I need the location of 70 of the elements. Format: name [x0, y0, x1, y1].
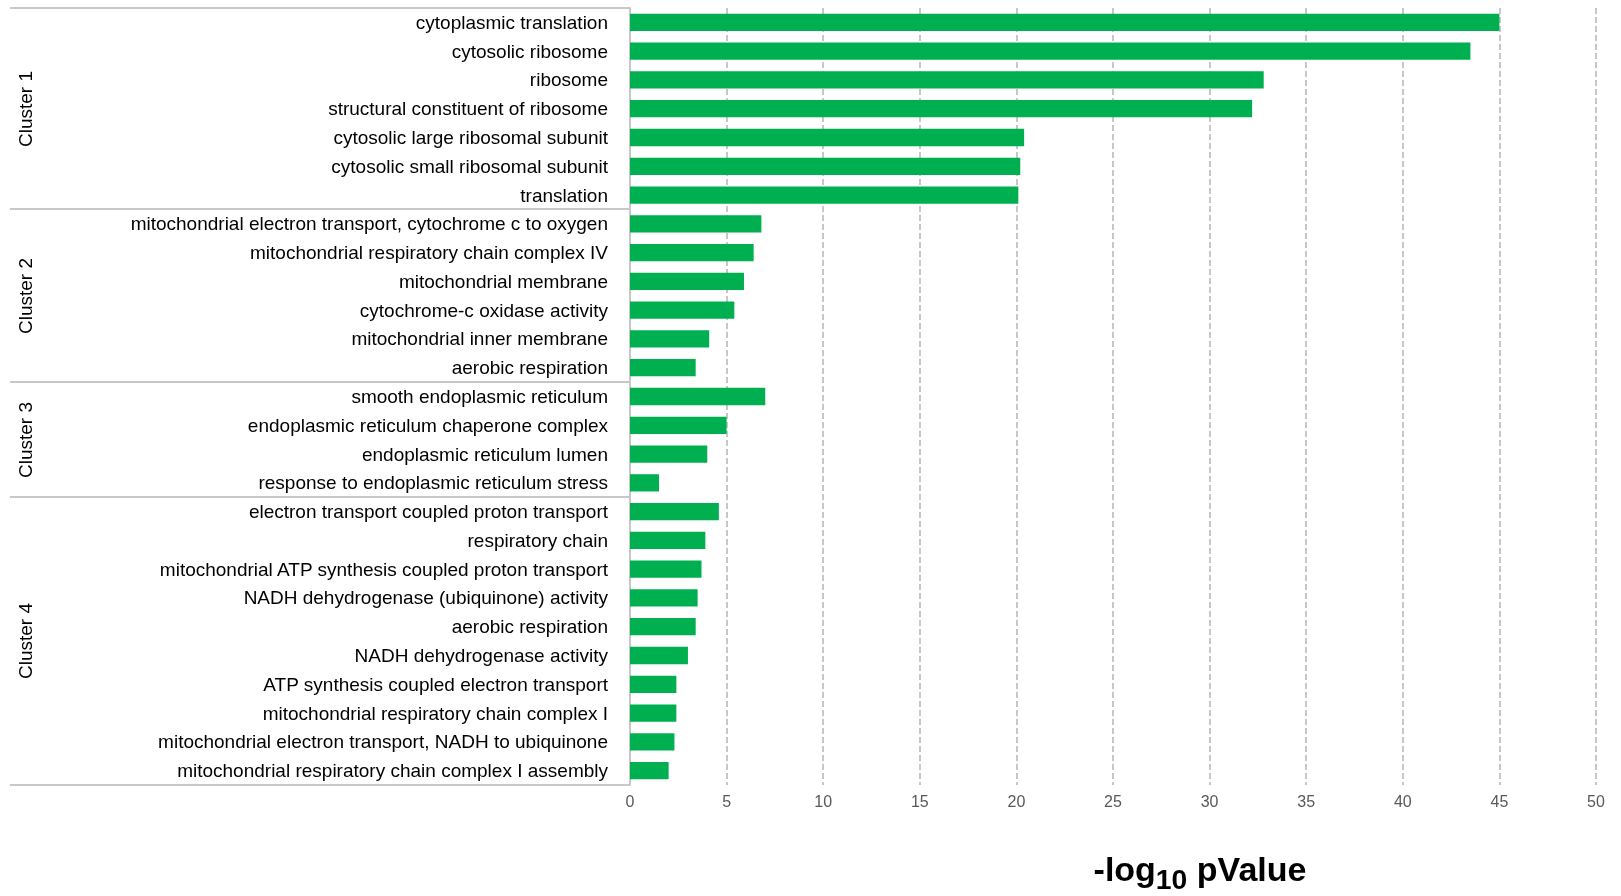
x-tick-label: 35	[1297, 792, 1316, 810]
y-tick-label: cytosolic large ribosomal subunit	[333, 127, 609, 148]
y-tick-label: cytoplasmic translation	[415, 11, 608, 33]
x-tick-label: 50	[1587, 792, 1605, 810]
bar	[630, 502, 719, 521]
x-tick-label: 10	[814, 792, 833, 810]
x-tick-label: 25	[1104, 792, 1122, 810]
bar	[630, 387, 766, 406]
y-tick-label: mitochondrial respiratory chain complex I	[262, 702, 608, 724]
y-tick-label: ribosome	[529, 69, 608, 91]
y-tick-label: electron transport coupled proton transport	[248, 501, 609, 523]
bar	[630, 531, 706, 550]
bar	[630, 445, 708, 463]
bar	[630, 618, 696, 636]
y-tick-label: mitochondrial inner membrane	[351, 328, 608, 350]
y-tick-label: cytosolic ribosome	[451, 40, 608, 62]
bar	[630, 560, 702, 578]
y-tick-label: cytochrome-c oxidase activity	[359, 299, 609, 321]
bar	[630, 589, 698, 607]
y-tick-label: mitochondrial membrane	[398, 270, 608, 292]
bar	[630, 42, 1471, 60]
y-tick-label: aerobic respiration	[451, 616, 608, 638]
y-tick-label: smooth endoplasmic reticulum	[351, 386, 608, 407]
y-tick-label: mitochondrial ATP synthesis coupled proton transport	[159, 558, 609, 580]
y-tick-label: mitochondrial electron transport, NADH to ubiquinone	[158, 731, 608, 753]
bar	[630, 704, 677, 722]
bar	[630, 13, 1500, 32]
x-tick-label: 5	[722, 792, 732, 810]
bar	[630, 215, 762, 233]
bar	[630, 733, 675, 751]
y-tick-label: structural constituent of ribosome	[328, 98, 608, 120]
y-tick-label: NADH dehydrogenase (ubiquinone) activity	[243, 587, 609, 609]
bar	[630, 675, 677, 693]
y-tick-label: ATP synthesis coupled electron transport	[263, 673, 609, 695]
bar	[630, 416, 727, 434]
y-tick-label: endoplasmic reticulum chaperone complex	[247, 414, 609, 436]
bar	[630, 359, 696, 377]
bar	[630, 100, 1253, 118]
bar	[630, 330, 710, 348]
text: Cluster 2	[15, 257, 37, 334]
x-tick-label: 0	[625, 792, 635, 810]
bar	[630, 71, 1264, 89]
x-tick-label: 30	[1200, 792, 1219, 810]
y-tick-label: translation	[520, 184, 608, 206]
bar	[630, 272, 744, 291]
bar	[630, 761, 669, 780]
text: Cluster 3	[15, 401, 37, 478]
bar	[630, 301, 735, 319]
y-tick-label: mitochondrial electron transport, cytochrome c to oxygen	[130, 213, 608, 235]
bar	[630, 243, 754, 262]
text: Cluster 4	[15, 603, 37, 680]
y-tick-label: response to endoplasmic reticulum stress	[258, 472, 608, 494]
bar	[630, 157, 1021, 175]
bar	[630, 474, 659, 492]
x-tick-label: 40	[1393, 792, 1412, 810]
x-axis-title: -log$_{10}$ pValue	[1093, 850, 1307, 896]
y-tick-label: aerobic respiration	[451, 357, 608, 379]
y-tick-label: respiratory chain	[467, 529, 608, 551]
y-tick-label: mitochondrial respiratory chain complex IV	[250, 242, 609, 264]
y-tick-label: NADH dehydrogenase activity	[354, 645, 609, 666]
text: Cluster 1	[15, 70, 37, 147]
y-tick-label: endoplasmic reticulum lumen	[361, 443, 608, 465]
x-tick-label: 20	[1007, 792, 1026, 810]
x-tick-label: 45	[1490, 792, 1509, 810]
bar	[630, 128, 1025, 147]
bar	[630, 646, 688, 665]
y-tick-label: cytosolic small ribosomal subunit	[331, 155, 609, 177]
x-tick-label: 15	[910, 792, 929, 810]
bar	[630, 186, 1019, 204]
y-tick-label: mitochondrial respiratory chain complex I assembly	[177, 760, 609, 782]
